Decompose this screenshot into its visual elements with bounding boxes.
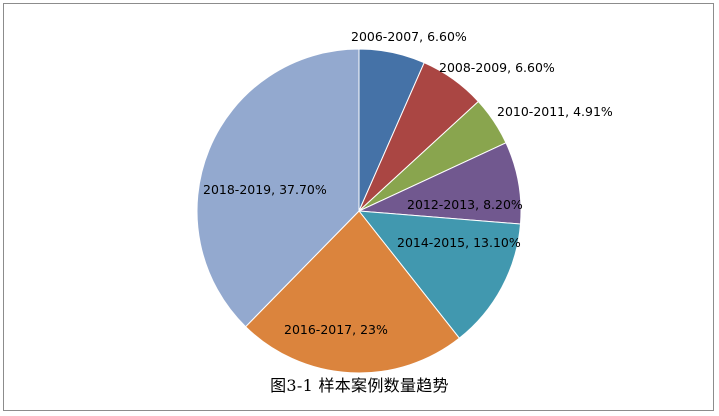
pie-slice-2016-2017 — [244, 210, 461, 374]
slice-label-2018-2019: 2018-2019, 37.70% — [203, 182, 327, 197]
chart-frame: 2006-2007, 6.60% 2008-2009, 6.60% 2010-201… — [3, 3, 714, 411]
slice-label-2016-2017: 2016-2017, 23% — [284, 322, 388, 337]
slice-label-2014-2015: 2014-2015, 13.10% — [397, 235, 521, 250]
chart-caption: 图3-1 样本案例数量趋势 — [270, 376, 449, 395]
pie-slice-2018-2019 — [196, 48, 360, 328]
slice-label-2012-2013: 2012-2013, 8.20% — [407, 197, 523, 212]
pie-slice-2014-2015 — [357, 210, 522, 339]
pie-chart: 2006-2007, 6.60% 2008-2009, 6.60% 2010-201… — [196, 29, 613, 374]
slice-label-2008-2009: 2008-2009, 6.60% — [439, 60, 555, 75]
slice-label-2010-2011: 2010-2011, 4.91% — [497, 104, 613, 119]
slice-label-2006-2007: 2006-2007, 6.60% — [351, 29, 467, 44]
